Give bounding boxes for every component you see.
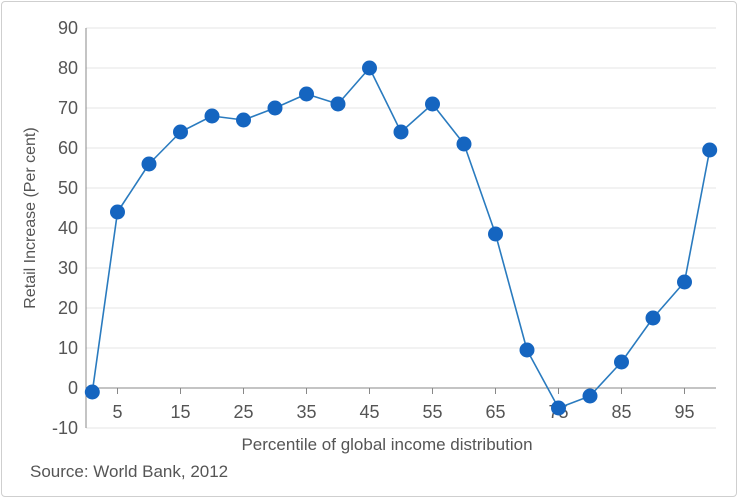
data-point [677, 274, 692, 290]
data-point [393, 124, 409, 140]
data-point [84, 384, 100, 400]
y-tick-label: -10 [52, 418, 78, 438]
data-points [84, 60, 718, 416]
x-tick-label: 65 [485, 402, 505, 422]
data-point [645, 310, 661, 326]
data-point [173, 124, 188, 140]
x-tick-label: 85 [611, 402, 631, 422]
data-point [141, 156, 157, 172]
data-point [330, 96, 346, 112]
data-point [267, 100, 283, 116]
data-point [456, 136, 472, 152]
x-tick-label: 5 [112, 402, 122, 422]
data-point [236, 112, 251, 128]
data-point [614, 354, 629, 370]
data-point [110, 204, 125, 220]
y-tick-label: 0 [68, 378, 78, 398]
y-axis-label: Retail Increase (Per cent) [22, 127, 39, 308]
x-tick-labels: 5152535455565758595 [112, 402, 694, 422]
source-note: Source: World Bank, 2012 [30, 462, 229, 481]
data-point [299, 86, 314, 102]
y-tick-label: 10 [58, 338, 78, 358]
data-point [582, 388, 598, 404]
y-tick-label: 70 [58, 98, 78, 118]
x-tick-label: 95 [674, 402, 694, 422]
y-tick-label: 20 [58, 298, 78, 318]
y-tick-label: 60 [58, 138, 78, 158]
data-point [362, 60, 377, 76]
data-point [204, 108, 220, 124]
y-tick-label: 50 [58, 178, 78, 198]
gridlines [86, 27, 716, 429]
x-tick-label: 45 [359, 402, 379, 422]
y-tick-label: 40 [58, 218, 78, 238]
data-point [425, 96, 440, 112]
x-tick-label: 35 [296, 402, 316, 422]
y-tick-labels: 90 80 70 60 50 40 30 20 10 0 -10 [52, 18, 78, 438]
data-point [488, 226, 503, 242]
x-axis-label: Percentile of global income distribution [241, 435, 532, 454]
x-tick-label: 25 [233, 402, 253, 422]
y-tick-label: 80 [58, 58, 78, 78]
y-tick-label: 30 [58, 258, 78, 278]
data-point [519, 342, 535, 358]
x-tick-label: 15 [170, 402, 190, 422]
data-point [551, 400, 566, 416]
axes [85, 28, 716, 428]
data-point [702, 142, 718, 158]
series-line [91, 67, 716, 409]
x-tick-label: 55 [422, 402, 442, 422]
y-tick-label: 90 [58, 18, 78, 38]
